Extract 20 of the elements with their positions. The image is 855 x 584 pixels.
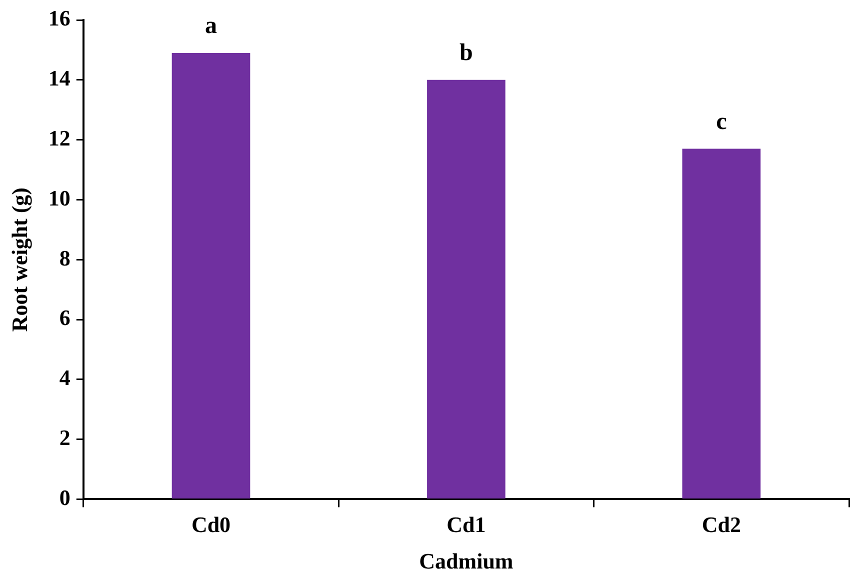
y-tick-label: 4 [59,365,70,390]
x-tick-label: Cd2 [702,512,741,538]
bar [427,80,506,498]
x-tick-label: Cd1 [446,512,486,538]
annotation: b [460,40,473,66]
y-tick-label: 0 [59,484,70,510]
y-tick-label: 8 [59,245,70,270]
y-tick-label: 10 [48,185,70,210]
x-tick-label: Cd0 [191,512,231,538]
annotation: c [716,108,728,135]
y-tick-label: 6 [59,305,70,330]
y-tick-label: 12 [48,125,70,150]
y-tick-label: 2 [59,424,70,450]
annotation: a [205,13,217,40]
bar [682,148,761,498]
x-axis-title: Cadmium [419,548,514,574]
y-tick-label: 14 [48,66,70,91]
y-axis-title: Root weight (g) [6,188,32,332]
y-tick-label: 16 [48,6,70,31]
bar [172,52,250,498]
